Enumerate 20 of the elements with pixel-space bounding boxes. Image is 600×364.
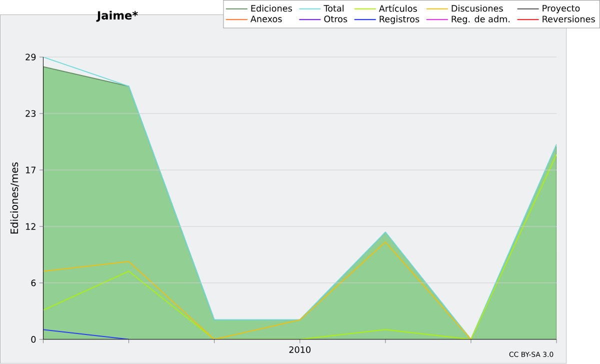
legend-label: Reg. de adm.: [452, 16, 510, 24]
legend-label: Ediciones: [251, 4, 292, 12]
legend-label: Otros: [324, 16, 348, 22]
legend-label: Registros: [380, 16, 420, 24]
y-tick-label: 23: [26, 110, 36, 117]
x-tick-label: 2010: [289, 346, 311, 354]
chart-title: Jaime*: [96, 10, 138, 22]
legend-label: Total: [324, 4, 344, 12]
y-tick-label: 0: [31, 336, 36, 343]
legend-label: Artículos: [378, 4, 417, 12]
y-tick-label: 29: [26, 54, 36, 61]
legend-label: Anexos: [250, 16, 282, 22]
legend-label: Reversiones: [542, 16, 595, 23]
legend-label: Proyecto: [542, 5, 580, 14]
y-tick-label: 12: [26, 223, 36, 230]
y-axis-title: Ediciones/mes: [10, 162, 19, 234]
line-series: [43, 242, 472, 340]
legend-label: Discusiones: [452, 4, 503, 12]
y-tick-label: 6: [31, 280, 36, 286]
y-tick-label: 17: [26, 166, 36, 174]
